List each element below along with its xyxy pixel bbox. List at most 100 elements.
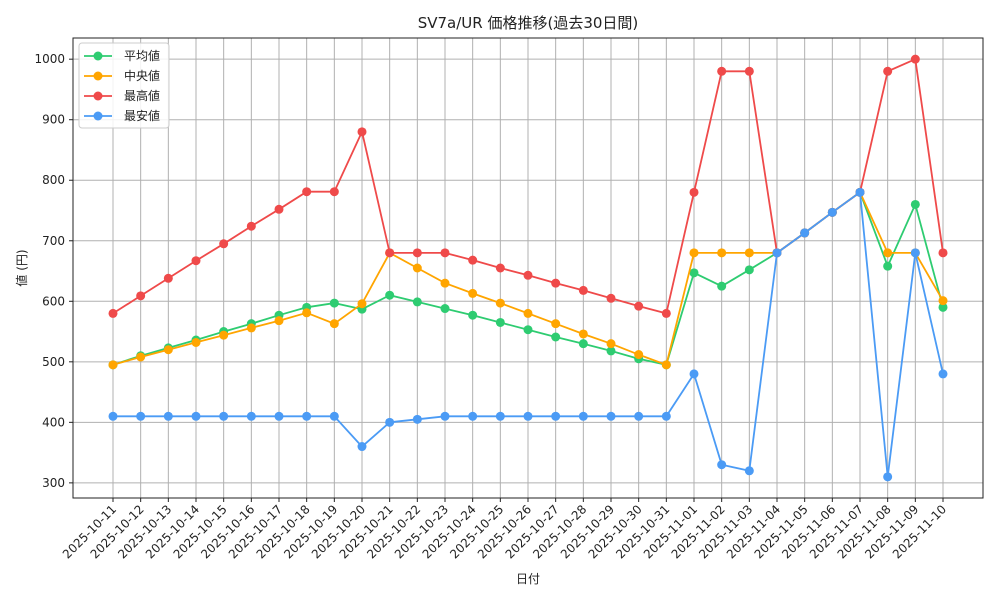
data-point	[634, 301, 644, 311]
y-tick-label: 500	[42, 355, 65, 369]
data-point	[219, 330, 229, 340]
data-point	[772, 248, 782, 258]
data-point	[606, 293, 616, 303]
data-point	[551, 278, 561, 288]
data-point	[440, 278, 450, 288]
y-axis-ticks: 300 400 500 600 700 800 900 1000	[34, 52, 73, 490]
chart-title: SV7a/UR 価格推移(過去30日間)	[418, 14, 639, 32]
data-point	[246, 323, 256, 333]
y-tick-label: 1000	[34, 52, 65, 66]
data-point	[329, 319, 339, 329]
data-point	[938, 369, 948, 379]
data-point	[191, 337, 201, 347]
data-point	[634, 350, 644, 360]
data-point	[495, 317, 505, 327]
data-point	[578, 411, 588, 421]
data-point	[523, 325, 533, 335]
data-point	[163, 345, 173, 355]
data-point	[717, 248, 727, 258]
data-point	[357, 442, 367, 452]
y-tick-label: 900	[42, 113, 65, 127]
data-point	[385, 290, 395, 300]
data-point	[440, 411, 450, 421]
data-point	[191, 256, 201, 266]
data-point	[412, 263, 422, 273]
data-point	[163, 411, 173, 421]
data-point	[883, 66, 893, 76]
data-point	[744, 466, 754, 476]
data-point	[385, 248, 395, 258]
data-point	[578, 329, 588, 339]
data-point	[717, 460, 727, 470]
data-point	[274, 316, 284, 326]
data-point	[329, 187, 339, 197]
data-point	[606, 411, 616, 421]
data-point	[910, 248, 920, 258]
data-point	[744, 265, 754, 275]
data-point	[883, 248, 893, 258]
data-point	[606, 339, 616, 349]
data-point	[385, 417, 395, 427]
data-point	[440, 248, 450, 258]
data-point	[800, 228, 810, 238]
y-tick-label: 400	[42, 415, 65, 429]
data-point	[136, 411, 146, 421]
data-point	[855, 187, 865, 197]
legend-label: 平均値	[124, 48, 160, 63]
y-axis-label: 値 (円)	[14, 249, 29, 286]
data-point	[689, 369, 699, 379]
data-point	[661, 360, 671, 370]
data-point	[495, 298, 505, 308]
data-point	[910, 199, 920, 209]
data-point	[329, 298, 339, 308]
data-point	[827, 207, 837, 217]
data-point	[468, 310, 478, 320]
data-point	[938, 248, 948, 258]
data-point	[744, 248, 754, 258]
legend-swatch-marker	[93, 111, 103, 121]
data-point	[246, 221, 256, 231]
data-point	[357, 127, 367, 137]
series-3	[108, 187, 948, 482]
data-point	[634, 411, 644, 421]
data-point	[883, 472, 893, 482]
data-point	[910, 54, 920, 64]
data-point	[606, 346, 616, 356]
data-point	[108, 308, 118, 318]
legend-swatch-marker	[93, 91, 103, 101]
data-point	[108, 360, 118, 370]
data-point	[136, 352, 146, 362]
data-point	[523, 270, 533, 280]
y-tick-label: 600	[42, 294, 65, 308]
data-point	[108, 411, 118, 421]
legend-swatch-marker	[93, 51, 103, 61]
data-point	[357, 299, 367, 309]
data-point	[523, 411, 533, 421]
data-point	[551, 319, 561, 329]
data-point	[717, 281, 727, 291]
y-tick-label: 800	[42, 173, 65, 187]
data-point	[302, 187, 312, 197]
data-point	[551, 411, 561, 421]
legend-swatch-marker	[93, 71, 103, 81]
legend-label: 中央値	[124, 68, 160, 83]
data-point	[689, 187, 699, 197]
data-point	[274, 204, 284, 214]
legend-label: 最高値	[124, 88, 160, 103]
data-point	[523, 308, 533, 318]
series-group	[108, 54, 948, 482]
data-point	[578, 339, 588, 349]
data-point	[938, 302, 948, 312]
data-point	[468, 411, 478, 421]
legend-label: 最安値	[124, 108, 160, 123]
data-point	[551, 332, 561, 342]
y-tick-label: 700	[42, 234, 65, 248]
data-point	[219, 411, 229, 421]
data-point	[938, 296, 948, 306]
data-point	[274, 411, 284, 421]
data-point	[412, 248, 422, 258]
data-point	[163, 273, 173, 283]
data-point	[661, 308, 671, 318]
data-point	[329, 411, 339, 421]
